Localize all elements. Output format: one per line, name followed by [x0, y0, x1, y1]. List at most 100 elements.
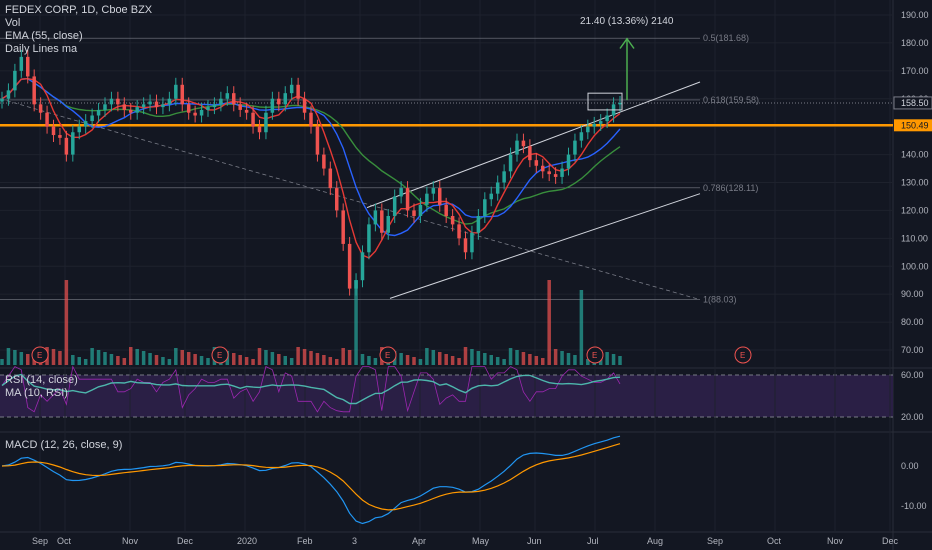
volume-bar — [560, 351, 564, 365]
candle-body — [25, 56, 30, 77]
candle-body — [257, 126, 262, 133]
candle-body — [64, 137, 69, 155]
macd-tick-label: -10.00 — [901, 501, 927, 511]
candle-body — [13, 70, 17, 91]
rsi-ma-line — [1, 373, 621, 405]
candle-body — [586, 126, 590, 133]
candle-body — [167, 98, 172, 105]
volume-bar — [540, 358, 545, 365]
candle-body — [103, 104, 107, 110]
measure-label: 21.40 (13.36%) 2140 — [580, 16, 674, 27]
candle-body — [502, 171, 506, 183]
fib-label: 0.5(181.68) — [703, 33, 749, 43]
candle-body — [128, 109, 133, 113]
candle-body — [412, 210, 416, 216]
volume-bar — [579, 290, 584, 365]
macd-signal-line — [1, 443, 621, 511]
candle-body — [418, 204, 423, 216]
volume-bar — [502, 359, 506, 365]
volume-bar — [167, 359, 172, 365]
candle-body — [528, 146, 532, 161]
volume-bar — [180, 350, 185, 365]
candle-body — [444, 204, 448, 216]
candle-body — [579, 132, 584, 141]
rsi-tick-label: 20.00 — [901, 412, 924, 422]
volume-bar — [483, 353, 487, 365]
ema-label[interactable]: EMA (55, close) — [5, 30, 83, 42]
candle-body — [489, 193, 494, 200]
volume-bar — [186, 352, 191, 365]
candle-body — [341, 210, 345, 244]
candle-body — [560, 168, 564, 177]
volume-bar — [399, 353, 403, 365]
candle-body — [199, 109, 204, 116]
candle-body — [51, 126, 56, 136]
fib-label: 0.618(159.58) — [703, 95, 759, 105]
volume-bar — [83, 359, 88, 365]
volume-bar — [13, 350, 17, 365]
price-tick-label: 170.00 — [901, 66, 929, 76]
time-tick-label: Oct — [767, 536, 782, 546]
volume-bar — [302, 349, 307, 365]
candle-body — [334, 188, 339, 211]
rsi-ma-label[interactable]: MA (10, RSI) — [5, 387, 68, 399]
macd-title[interactable]: MACD (12, 26, close, 9) — [5, 439, 123, 451]
volume-bar — [51, 349, 56, 365]
volume-bar — [489, 355, 494, 365]
target-arrow-head — [619, 37, 635, 49]
volume-bar — [161, 357, 165, 365]
candle-body — [148, 101, 152, 105]
rsi-title[interactable]: RSI (14, close) — [5, 374, 78, 386]
volume-bar — [315, 353, 320, 365]
fib-label: 1(88.03) — [703, 295, 737, 305]
volume-bar — [199, 356, 204, 365]
trend-dashed-line — [0, 98, 701, 301]
volume-bar — [463, 347, 468, 365]
candle-body — [322, 154, 326, 169]
earnings-marker-label: E — [740, 351, 745, 360]
volume-bar — [553, 349, 558, 365]
volume-bar — [528, 354, 532, 365]
macd-line — [1, 435, 621, 525]
candle-body — [495, 182, 500, 194]
volume-bar — [296, 347, 300, 365]
volume-bar — [566, 353, 571, 365]
price-tick-label: 100.00 — [901, 261, 929, 271]
candle-body — [38, 104, 43, 113]
price-tick-label: 80.00 — [901, 317, 924, 327]
candle-body — [289, 84, 294, 94]
rsi-line — [1, 365, 621, 413]
channel-lower-line — [389, 193, 701, 299]
candle-body — [521, 140, 526, 147]
symbol-title[interactable]: FEDEX CORP, 1D, Cboe BZX — [5, 4, 153, 16]
volume-bar — [77, 357, 82, 365]
vol-label[interactable]: Vol — [5, 17, 21, 29]
volume-bar — [0, 359, 4, 365]
price-tick-label: 130.00 — [901, 178, 929, 188]
candle-body — [470, 232, 474, 253]
time-tick-label: Apr — [412, 536, 426, 546]
price-tag-label: 150.49 — [901, 120, 929, 130]
candle-body — [96, 109, 101, 116]
channel-upper-line — [366, 81, 701, 209]
volume-bar — [122, 358, 127, 365]
volume-bar — [244, 357, 249, 365]
candle-body — [302, 98, 307, 113]
candle-body — [457, 224, 461, 239]
daily-lines-label[interactable]: Daily Lines ma — [5, 43, 78, 55]
time-tick-label: Sep — [32, 536, 48, 546]
price-tick-label: 90.00 — [901, 289, 924, 299]
candle-body — [19, 56, 24, 71]
candle-body — [515, 140, 519, 155]
price-tick-label: 70.00 — [901, 345, 924, 355]
macd-legend: MACD (12, 26, close, 9) — [5, 439, 122, 452]
main-legend: FEDEX CORP, 1D, Cboe BZX Vol EMA (55, cl… — [5, 4, 152, 56]
time-tick-label: Sep — [707, 536, 723, 546]
time-tick-label: Nov — [122, 536, 139, 546]
volume-bar — [521, 352, 526, 365]
ma-green-line — [1, 77, 621, 225]
volume-bar — [270, 352, 275, 365]
fib-label: 0.786(128.11) — [703, 183, 758, 193]
candle-body — [553, 174, 558, 177]
